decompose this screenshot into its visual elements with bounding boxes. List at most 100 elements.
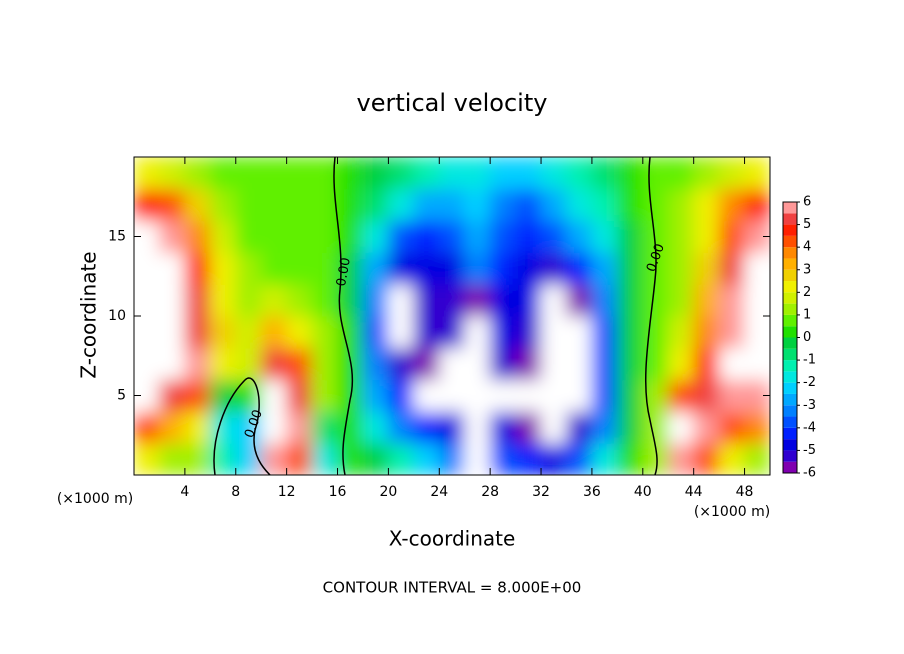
colorbar-swatch xyxy=(783,371,797,383)
colorbar-tick-label: -5 xyxy=(803,443,816,458)
cell xyxy=(134,188,160,222)
cell xyxy=(286,379,313,412)
contour-line xyxy=(213,377,271,475)
cell xyxy=(413,283,440,317)
cell xyxy=(464,347,491,381)
colorbar-tick-label: -3 xyxy=(803,398,816,413)
cell xyxy=(413,442,440,475)
cell xyxy=(209,347,237,381)
cell xyxy=(337,442,364,475)
cell xyxy=(489,442,517,475)
colorbar-tick-label: 1 xyxy=(803,307,811,322)
colorbar-tick-label: 3 xyxy=(803,262,811,277)
x-tick-label: 44 xyxy=(685,484,703,500)
cell xyxy=(337,283,364,317)
cell xyxy=(311,410,339,444)
x-tick-label: 40 xyxy=(634,484,652,500)
cell xyxy=(540,347,567,381)
cell xyxy=(235,315,262,349)
cell xyxy=(515,410,542,444)
cell xyxy=(464,410,491,444)
cell xyxy=(718,220,746,253)
cell xyxy=(235,442,262,475)
cell xyxy=(337,220,364,253)
cell xyxy=(718,379,746,412)
colorbar-tick-label: -4 xyxy=(803,420,816,435)
colorbar-swatch xyxy=(783,292,797,304)
cell xyxy=(540,251,567,285)
cell xyxy=(667,188,695,222)
colorbar-swatch xyxy=(783,202,797,214)
y-tick-label: 10 xyxy=(108,308,126,324)
contour-lines xyxy=(213,157,658,475)
cell xyxy=(667,410,695,444)
cell xyxy=(540,315,567,349)
colorbar-swatch xyxy=(783,348,797,361)
cell xyxy=(209,251,237,285)
cell xyxy=(235,410,262,444)
cell xyxy=(489,410,517,444)
cell xyxy=(565,251,593,285)
cell xyxy=(515,442,542,475)
colorbar-swatch xyxy=(783,213,797,225)
cell xyxy=(311,251,339,285)
cell xyxy=(591,251,618,285)
colorbar-swatch xyxy=(783,461,797,473)
cell xyxy=(591,188,618,222)
cell xyxy=(616,442,644,475)
cell xyxy=(260,188,288,222)
cell xyxy=(260,410,288,444)
cell xyxy=(362,315,389,349)
cell xyxy=(235,220,262,253)
cell xyxy=(744,410,770,444)
cell xyxy=(565,442,593,475)
cell xyxy=(311,379,339,412)
cell xyxy=(235,347,262,381)
x-axis-label: X-coordinate xyxy=(389,527,516,551)
cell xyxy=(438,442,466,475)
cell xyxy=(209,157,237,190)
contour-line xyxy=(333,157,354,475)
cell xyxy=(184,251,211,285)
cell xyxy=(260,251,288,285)
chart-title: vertical velocity xyxy=(357,89,548,117)
cell xyxy=(158,157,186,190)
cell xyxy=(311,347,339,381)
cell xyxy=(489,379,517,412)
colorbar-tick-label: -1 xyxy=(803,353,816,368)
colorbar-tick-label: -6 xyxy=(803,466,816,481)
cell xyxy=(667,283,695,317)
colorbar-swatch xyxy=(783,235,797,248)
cell xyxy=(209,379,237,412)
cell xyxy=(286,347,313,381)
cell xyxy=(413,251,440,285)
cell xyxy=(591,315,618,349)
cell xyxy=(134,251,160,285)
cell xyxy=(489,157,517,190)
cell xyxy=(184,188,211,222)
cell xyxy=(515,188,542,222)
cell xyxy=(616,410,644,444)
colorbar-swatch xyxy=(783,337,797,349)
colorbar-swatch xyxy=(783,303,797,315)
cell xyxy=(489,347,517,381)
cell xyxy=(642,410,669,444)
cell xyxy=(337,188,364,222)
x-tick-label: 4 xyxy=(180,484,189,500)
y-tick-label: 15 xyxy=(108,229,126,245)
cell xyxy=(540,410,567,444)
cell xyxy=(489,315,517,349)
y-tick-label: 5 xyxy=(117,388,126,404)
colorbar-swatch xyxy=(783,439,797,451)
cell xyxy=(616,188,644,222)
cell xyxy=(362,188,389,222)
cell xyxy=(438,283,466,317)
cell xyxy=(362,379,389,412)
cell xyxy=(515,251,542,285)
cell xyxy=(693,283,720,317)
cell xyxy=(184,410,211,444)
cell xyxy=(464,220,491,253)
cell xyxy=(387,315,415,349)
cell xyxy=(134,442,160,475)
cell xyxy=(260,157,288,190)
